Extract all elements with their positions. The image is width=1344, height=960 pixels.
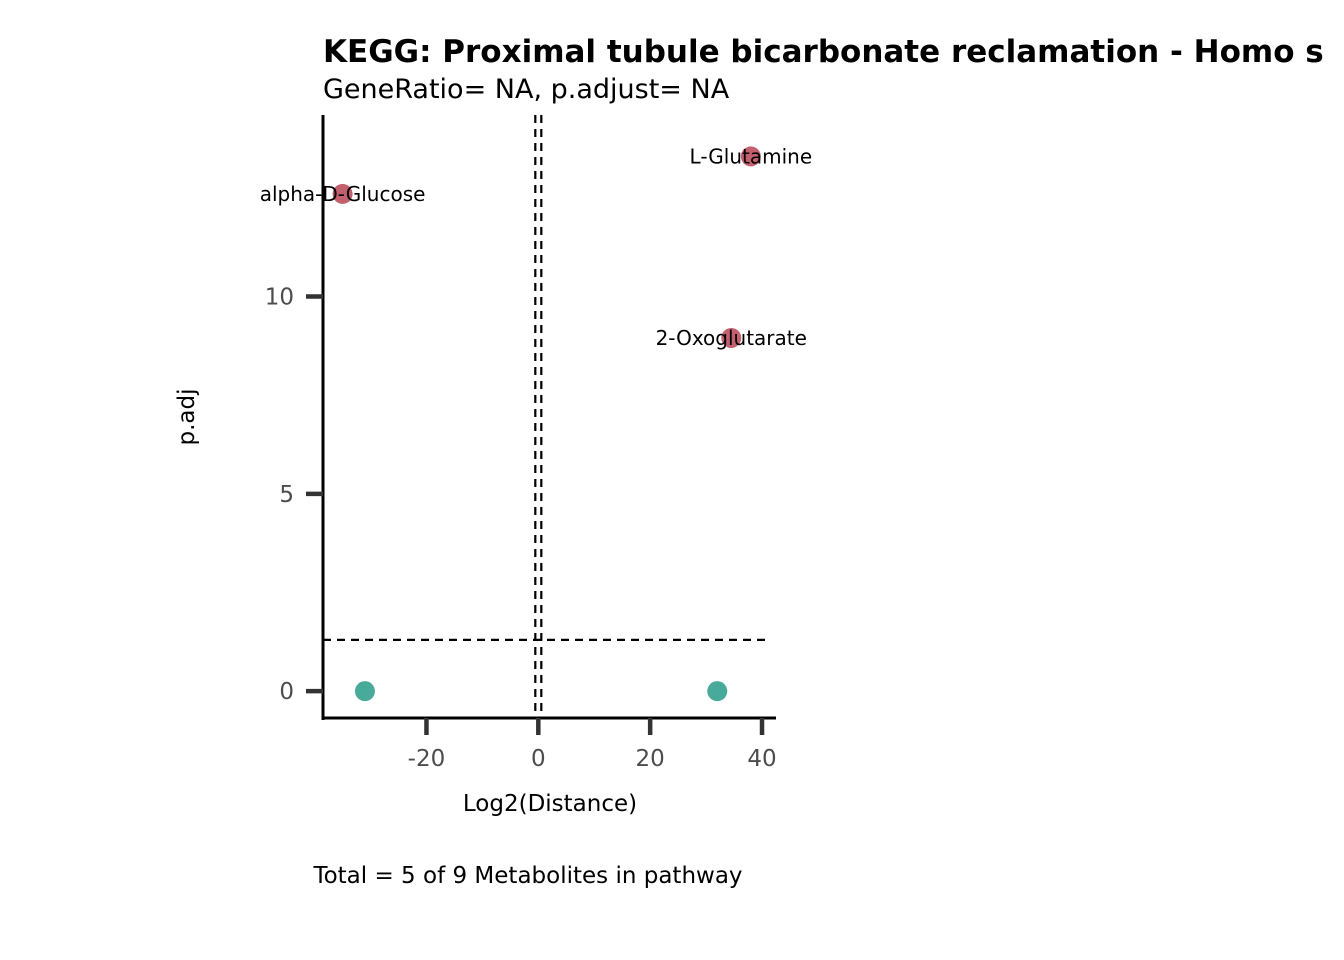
x-tick-label: -20	[408, 746, 446, 772]
data-point	[707, 681, 727, 701]
y-tick-label: 0	[279, 679, 294, 705]
y-tick-label: 10	[265, 285, 294, 311]
x-axis-title: Log2(Distance)	[463, 791, 637, 817]
y-tick-label: 5	[279, 482, 294, 508]
data-point	[355, 681, 375, 701]
axis-ticks: -20 0 20 40 0 5 10	[265, 285, 777, 772]
x-tick-label: 0	[531, 746, 546, 772]
chart-caption: Total = 5 of 9 Metabolites in pathway	[312, 863, 742, 889]
point-label: L-Glutamine	[690, 144, 813, 168]
chart-title: KEGG: Proximal tubule bicarbonate reclam…	[323, 34, 1324, 70]
chart-subtitle: GeneRatio= NA, p.adjust= NA	[323, 74, 730, 105]
x-tick-label: 20	[636, 746, 665, 772]
point-label: alpha-D-Glucose	[260, 182, 426, 206]
x-tick-label: 40	[747, 746, 776, 772]
y-axis-title: p.adj	[174, 389, 200, 446]
point-label: 2-Oxoglutarate	[656, 326, 807, 350]
